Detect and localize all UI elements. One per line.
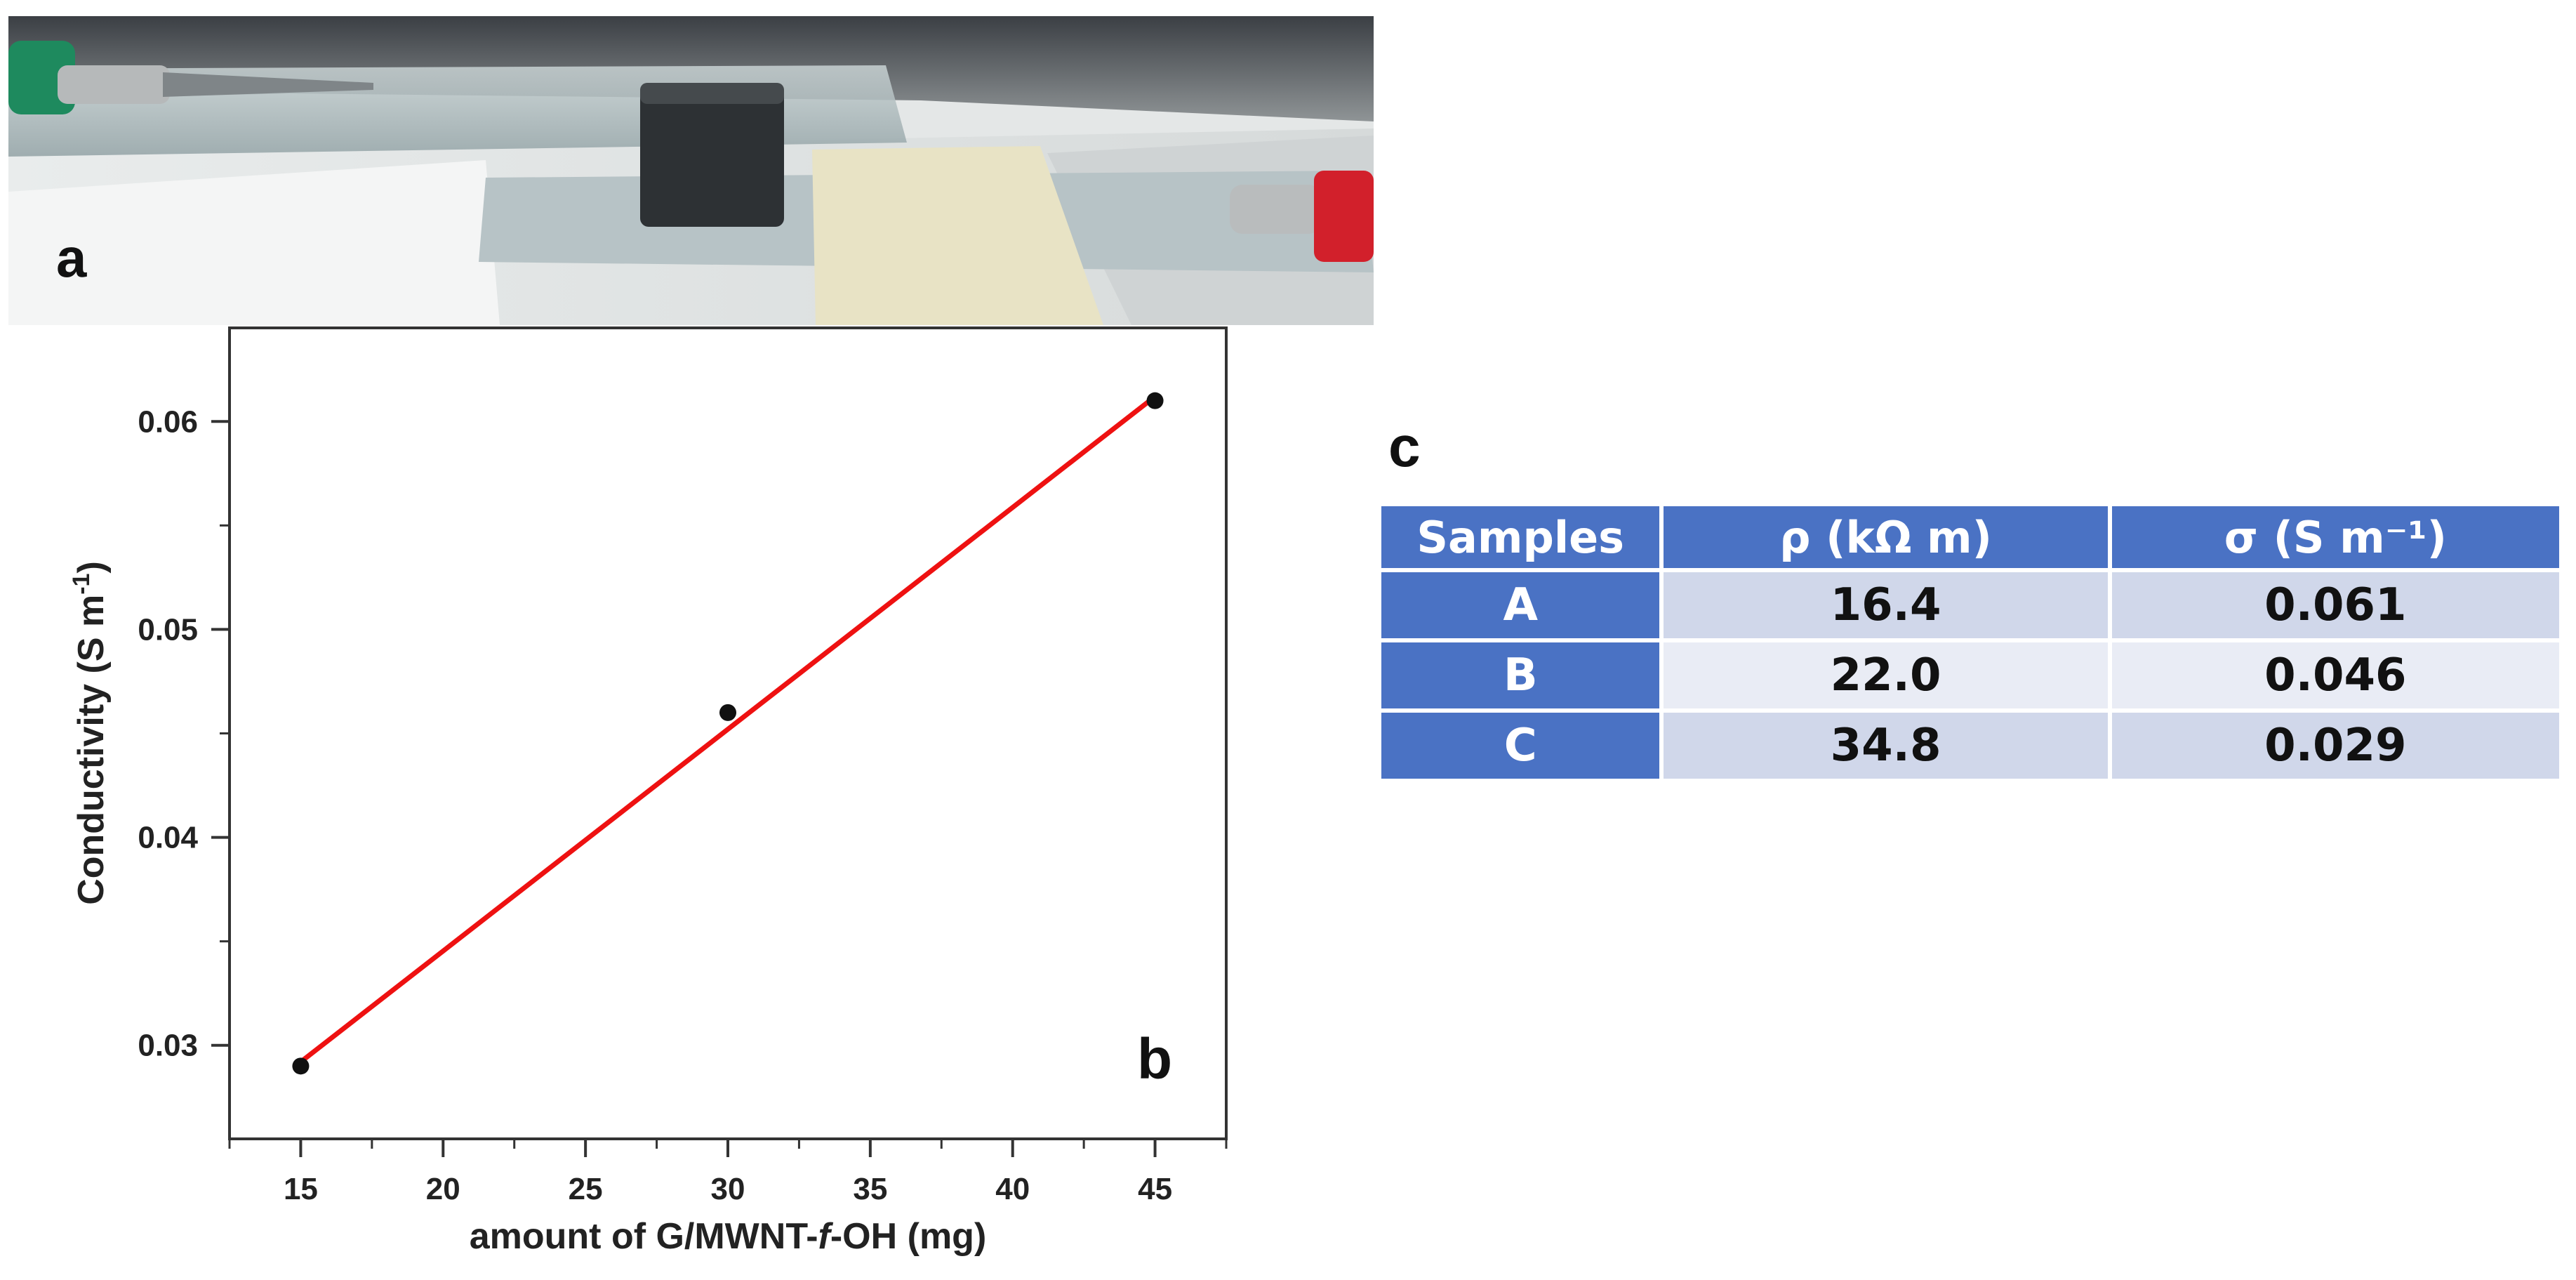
y-tick-label: 0.04 bbox=[138, 821, 198, 855]
y-tick-label: 0.06 bbox=[138, 404, 198, 439]
results-table: Samples ρ (kΩ m) σ (S m⁻¹) A 16.4 0.061 … bbox=[1377, 502, 2563, 783]
y-tick-label: 0.03 bbox=[138, 1029, 198, 1063]
header-samples: Samples bbox=[1381, 506, 1660, 568]
header-resistivity: ρ (kΩ m) bbox=[1664, 506, 2108, 568]
x-tick-label: 20 bbox=[426, 1172, 460, 1206]
y-axis-ticks: 0.03 0.04 0.05 0.06 bbox=[138, 404, 230, 1063]
conductivity-chart: 15 20 25 30 35 40 45 0.03 0.04 0.05 0.06 amount o… bbox=[0, 325, 1348, 1280]
header-conductivity: σ (S m⁻¹) bbox=[2111, 506, 2559, 568]
sample-name: C bbox=[1381, 713, 1660, 779]
resistivity-value: 34.8 bbox=[1664, 713, 2108, 779]
x-tick-label: 35 bbox=[853, 1172, 887, 1206]
data-points bbox=[292, 392, 1164, 1075]
x-tick-label: 40 bbox=[995, 1172, 1030, 1206]
resistivity-value: 16.4 bbox=[1664, 572, 2108, 638]
table-header-row: Samples ρ (kΩ m) σ (S m⁻¹) bbox=[1381, 506, 2559, 568]
panel-label-b: b bbox=[1137, 1027, 1173, 1091]
data-point bbox=[292, 1057, 310, 1075]
sample-photo bbox=[8, 16, 1374, 325]
resistivity-value: 22.0 bbox=[1664, 642, 2108, 708]
table-row: A 16.4 0.061 bbox=[1381, 572, 2559, 638]
fit-line bbox=[299, 394, 1157, 1064]
x-tick-label: 30 bbox=[711, 1172, 745, 1206]
table-row: C 34.8 0.029 bbox=[1381, 713, 2559, 779]
x-tick-label: 25 bbox=[569, 1172, 603, 1206]
x-tick-label: 45 bbox=[1138, 1172, 1172, 1206]
panel-label-a: a bbox=[56, 227, 87, 289]
conductivity-value: 0.029 bbox=[2111, 713, 2559, 779]
data-point bbox=[719, 704, 736, 721]
sample-name: B bbox=[1381, 642, 1660, 708]
y-tick-label: 0.05 bbox=[138, 612, 198, 647]
sample-name: A bbox=[1381, 572, 1660, 638]
x-axis-label: amount of G/MWNT-f-OH (mg) bbox=[470, 1216, 987, 1257]
table-row: B 22.0 0.046 bbox=[1381, 642, 2559, 708]
y-axis-label: Conductivity (S m-1) bbox=[68, 561, 112, 905]
x-axis-ticks: 15 20 25 30 35 40 45 bbox=[228, 1139, 1228, 1206]
conductivity-value: 0.046 bbox=[2111, 642, 2559, 708]
x-tick-label: 15 bbox=[284, 1172, 318, 1206]
data-point bbox=[1146, 392, 1164, 409]
conductivity-value: 0.061 bbox=[2111, 572, 2559, 638]
plot-area-frame bbox=[228, 326, 1228, 1140]
panel-label-c: c bbox=[1388, 415, 1421, 479]
